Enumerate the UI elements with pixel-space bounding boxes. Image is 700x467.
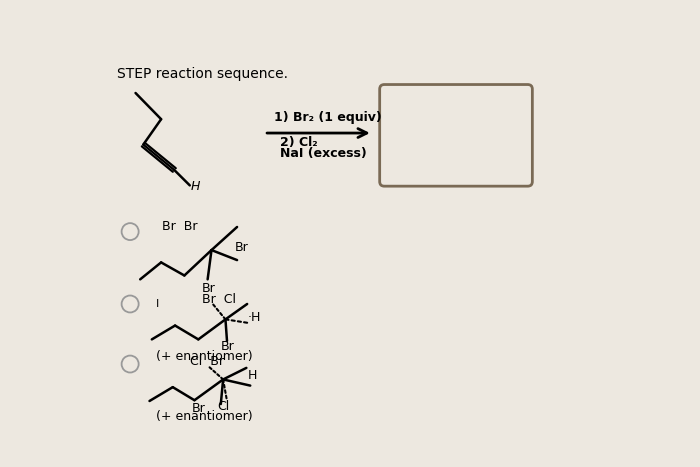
Text: Br: Br: [202, 282, 216, 295]
Text: Br  Cl: Br Cl: [202, 293, 236, 306]
Text: (+ enantiomer): (+ enantiomer): [155, 350, 252, 363]
Text: 2) Cl₂: 2) Cl₂: [280, 136, 317, 149]
Text: H: H: [248, 369, 258, 382]
Text: Br: Br: [234, 241, 248, 254]
Text: NaI (excess): NaI (excess): [280, 147, 367, 160]
Text: Br: Br: [192, 402, 205, 415]
Text: H: H: [190, 180, 200, 193]
Text: (+ enantiomer): (+ enantiomer): [155, 410, 252, 423]
Text: Cl: Cl: [218, 400, 230, 413]
FancyBboxPatch shape: [379, 85, 533, 186]
Text: Br: Br: [220, 340, 234, 353]
Text: Br  Br: Br Br: [162, 220, 197, 234]
Text: Cl  Br: Cl Br: [190, 355, 224, 368]
Text: ·H: ·H: [248, 311, 261, 325]
Text: STEP reaction sequence.: STEP reaction sequence.: [117, 67, 288, 81]
Text: 1) Br₂ (1 equiv): 1) Br₂ (1 equiv): [274, 111, 382, 124]
Text: I: I: [155, 299, 159, 309]
